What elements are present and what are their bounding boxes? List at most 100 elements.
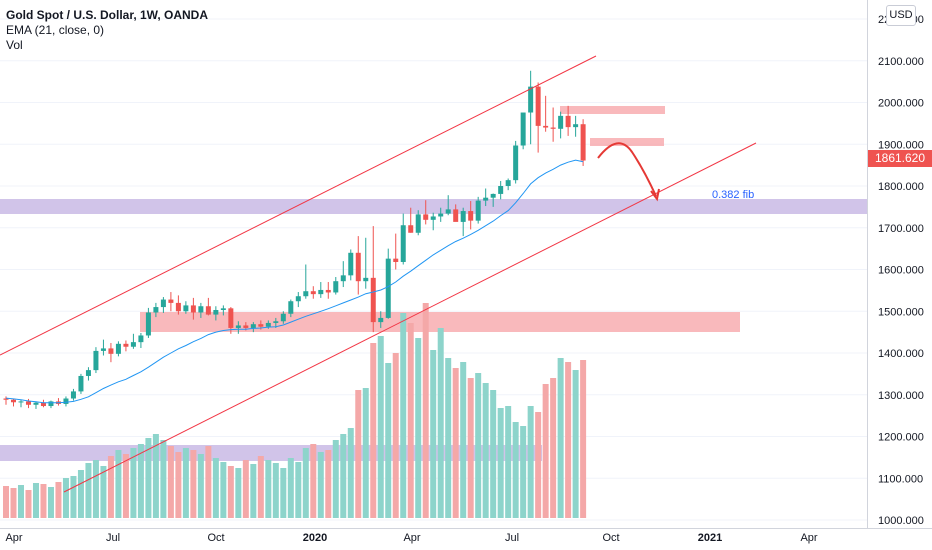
candle-body <box>400 225 406 262</box>
candle-body <box>483 197 489 201</box>
candle-body <box>235 325 241 328</box>
candle-body <box>85 370 91 376</box>
candle <box>145 307 151 338</box>
candle <box>100 339 106 356</box>
candle <box>430 212 436 231</box>
volume-bar <box>77 470 84 518</box>
candle <box>78 373 84 394</box>
candle <box>543 95 549 132</box>
candle <box>340 261 346 288</box>
volume-bar <box>182 448 189 518</box>
volume-bar <box>542 384 549 518</box>
candle <box>250 322 256 333</box>
candle-body <box>378 317 384 323</box>
x-tick-label: Apr <box>800 532 817 544</box>
candle <box>190 297 196 320</box>
candle <box>18 399 24 408</box>
candle <box>400 213 406 265</box>
ema-indicator-label[interactable]: EMA (21, close, 0) <box>6 23 105 37</box>
volume-bar <box>535 412 542 518</box>
candle <box>348 249 354 281</box>
volume-bar <box>362 388 369 518</box>
candle-body <box>273 321 279 323</box>
candle-body <box>213 309 219 315</box>
candle-body <box>520 112 526 146</box>
candle-body <box>565 115 571 128</box>
x-tick-label: Jul <box>505 532 519 544</box>
volume-bar <box>190 450 197 518</box>
candle <box>528 70 534 145</box>
volume-bar <box>325 450 332 518</box>
candle-body <box>535 86 541 126</box>
candle-body <box>145 312 151 336</box>
volume-bar <box>437 328 444 518</box>
candle-body <box>303 291 309 297</box>
resistance-zone-1980 <box>560 106 665 114</box>
volume-bar <box>47 487 54 518</box>
candle-body <box>153 307 159 313</box>
volume-bar <box>347 428 354 518</box>
candle <box>3 396 9 405</box>
volume-bar <box>242 460 249 518</box>
candle-body <box>48 401 54 407</box>
candle <box>138 332 144 348</box>
volume-bar <box>520 426 527 518</box>
volume-bar <box>295 462 302 518</box>
candle <box>438 207 444 222</box>
volume-bar <box>212 458 219 518</box>
y-tick-label: 1200.000 <box>878 432 924 444</box>
y-tick-label: 1100.000 <box>878 473 923 485</box>
candle <box>303 264 309 299</box>
volume-bar <box>175 452 182 518</box>
candle-body <box>250 324 256 328</box>
candle-body <box>318 289 324 295</box>
candle <box>310 286 316 299</box>
candle <box>460 207 466 237</box>
volume-bar <box>235 468 242 518</box>
candle <box>123 340 129 352</box>
support-zone-fib <box>0 199 867 214</box>
volume-bar <box>475 373 482 518</box>
volume-bar <box>70 476 77 518</box>
y-tick-label: 1600.000 <box>878 265 924 277</box>
candle-body <box>265 322 271 327</box>
candle-body <box>78 375 84 392</box>
volume-bar <box>257 456 264 518</box>
candle <box>108 342 114 363</box>
volume-bar <box>92 460 99 518</box>
volume-bar <box>467 378 474 518</box>
candle-body <box>408 225 414 233</box>
volume-bars <box>3 303 587 518</box>
currency-button[interactable]: USD <box>886 5 916 26</box>
candle-body <box>490 193 496 198</box>
candle <box>130 333 136 349</box>
volume-bar <box>557 358 564 518</box>
candle-body <box>205 306 211 315</box>
volume-bar <box>370 343 377 518</box>
volume-indicator-label[interactable]: Vol <box>6 38 23 52</box>
candle <box>513 140 519 184</box>
volume-bar <box>452 368 459 518</box>
candle-body <box>70 391 76 399</box>
candle <box>483 188 489 207</box>
volume-bar <box>122 454 129 518</box>
volume-bar <box>482 383 489 518</box>
volume-bar <box>460 362 467 518</box>
channel-upper-line <box>0 55 597 356</box>
candle <box>415 210 421 236</box>
candle <box>40 399 46 408</box>
y-tick-label: 1000.000 <box>878 515 924 527</box>
candle-body <box>430 216 436 220</box>
volume-bar <box>377 336 384 518</box>
candle-body <box>198 306 204 313</box>
candle-body <box>475 200 481 221</box>
volume-bar <box>317 452 324 518</box>
candle <box>168 292 174 312</box>
x-tick-label: Apr <box>5 532 22 544</box>
candle <box>205 297 211 316</box>
volume-bar <box>445 358 452 518</box>
candle-body <box>310 291 316 295</box>
candle <box>63 396 69 407</box>
volume-bar <box>17 485 24 518</box>
